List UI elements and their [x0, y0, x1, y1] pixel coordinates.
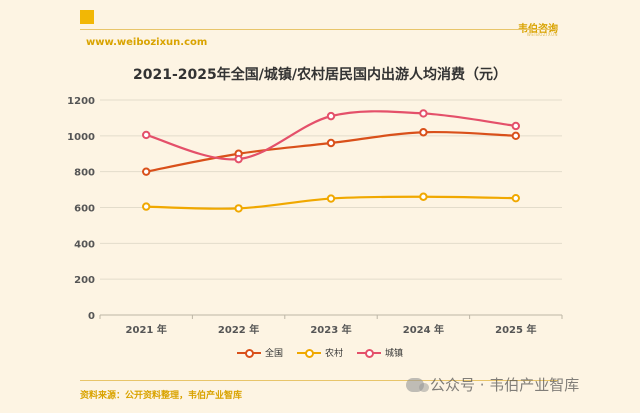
watermark: 公众号 · 韦伯产业智库 — [406, 374, 579, 395]
brand-subtitle: WEIBOZIXUN — [526, 32, 558, 37]
x-tick-label: 2022 年 — [218, 323, 259, 336]
data-point-rural — [511, 193, 520, 203]
data-point-national — [142, 167, 151, 176]
x-tick-label: 2025 年 — [495, 323, 536, 336]
x-tick-label: 2023 年 — [310, 323, 351, 336]
legend-item-rural: 农村 — [296, 346, 343, 359]
chart-title: 2021-2025年全国/城镇/农村居民国内出游人均消费（元） — [133, 67, 507, 83]
chart-series — [142, 109, 520, 213]
data-point-national — [419, 128, 428, 137]
series-line-national — [145, 130, 516, 173]
data-point-rural — [419, 192, 428, 201]
data-point-rural — [326, 194, 336, 203]
legend-swatch — [357, 348, 381, 358]
y-tick-label: 1000 — [67, 132, 95, 143]
chart-axes: 0 200 400 600 800 1000 1200 2021 年 2022 年 2023 年 2… — [67, 96, 563, 336]
chart-gridlines — [100, 99, 562, 280]
legend-label: 全国 — [264, 349, 283, 359]
source-note: 资料来源：公开资料整理，韦伯产业智库 — [80, 391, 243, 401]
data-point-urban — [419, 109, 428, 118]
y-tick-label: 1200 — [67, 96, 95, 107]
y-tick-label: 0 — [88, 311, 95, 322]
data-point-national — [326, 138, 336, 148]
data-point-rural — [234, 204, 243, 213]
legend-swatch — [236, 348, 261, 358]
x-tick-label: 2021 年 — [126, 323, 167, 336]
site-url: www.weibozixun.com — [86, 37, 208, 48]
chart-legend: 全国 农村 城镇 — [0, 346, 640, 359]
x-tick-label: 2024 年 — [403, 323, 444, 336]
brand-logo-square — [80, 10, 94, 24]
data-point-urban — [511, 121, 520, 131]
wechat-icon — [406, 377, 429, 392]
legend-item-urban: 城镇 — [357, 346, 403, 359]
header-divider — [80, 29, 558, 30]
footer-divider — [80, 380, 558, 381]
y-tick-label: 600 — [74, 204, 95, 215]
legend-swatch — [296, 348, 321, 358]
legend-item-national: 全国 — [236, 346, 283, 359]
data-point-urban — [326, 111, 336, 121]
data-point-rural — [142, 202, 151, 211]
watermark-text: 公众号 · 韦伯产业智库 — [430, 376, 580, 394]
data-point-national — [511, 131, 520, 141]
y-tick-label: 800 — [74, 168, 95, 179]
data-point-urban — [234, 154, 243, 164]
y-tick-label: 200 — [74, 275, 95, 286]
legend-label: 农村 — [324, 349, 343, 359]
data-point-urban — [142, 130, 151, 140]
y-tick-label: 400 — [74, 239, 95, 250]
legend-label: 城镇 — [385, 349, 404, 359]
